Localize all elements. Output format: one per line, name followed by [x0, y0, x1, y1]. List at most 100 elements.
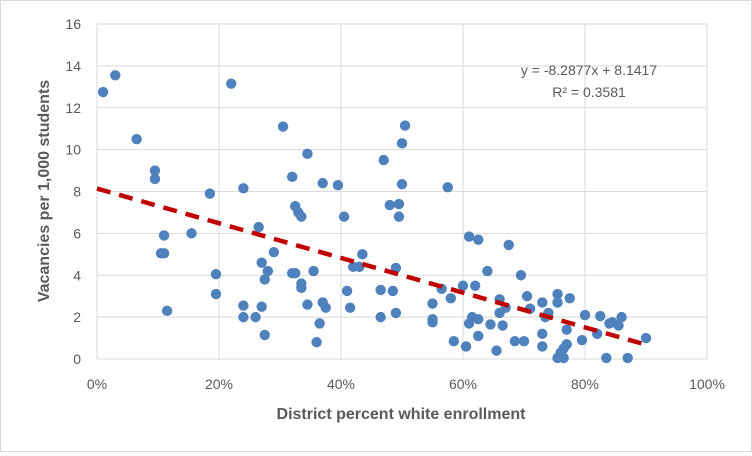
data-point — [204, 188, 216, 199]
data-point — [601, 352, 612, 364]
data-point — [287, 171, 298, 183]
data-point — [579, 309, 591, 321]
data-point — [256, 301, 267, 312]
y-axis-title: Vacancies per 1,000 students — [36, 80, 53, 302]
data-point — [470, 280, 481, 291]
data-point — [613, 320, 624, 331]
data-point — [427, 298, 438, 309]
data-point — [595, 310, 606, 322]
data-point — [161, 305, 173, 317]
data-point — [354, 261, 365, 273]
data-point — [497, 320, 508, 331]
y-tick-label: 0 — [73, 351, 81, 367]
y-tick-label: 8 — [73, 184, 81, 200]
data-point — [131, 133, 142, 145]
data-point — [396, 178, 408, 190]
trendline-group — [96, 186, 647, 347]
data-point — [341, 285, 353, 297]
trendline-equation: y = -8.2877x + 8.1417 — [521, 62, 657, 78]
y-tick-label: 14 — [65, 58, 81, 74]
data-point — [460, 341, 472, 352]
data-point — [564, 293, 575, 304]
data-point — [393, 211, 405, 222]
y-tick-label: 2 — [73, 309, 81, 325]
data-point — [110, 70, 121, 81]
data-point — [226, 78, 237, 89]
data-point — [387, 285, 399, 297]
data-point — [277, 121, 289, 132]
data-point — [296, 211, 307, 222]
data-point — [302, 299, 313, 310]
data-point — [384, 199, 395, 211]
data-point — [561, 339, 572, 350]
data-point — [259, 329, 270, 341]
gridlines — [96, 23, 708, 360]
data-point — [311, 337, 322, 348]
data-point — [253, 221, 264, 233]
data-point — [491, 345, 502, 356]
data-point — [149, 173, 161, 185]
data-point — [375, 311, 386, 323]
data-point — [290, 267, 301, 279]
data-point — [515, 270, 527, 281]
data-point — [445, 293, 456, 304]
data-point — [576, 334, 588, 346]
data-points — [97, 70, 652, 364]
data-point — [344, 302, 356, 313]
data-point — [537, 297, 548, 308]
data-point — [640, 332, 652, 344]
data-point — [616, 311, 627, 323]
data-point — [503, 239, 514, 251]
y-tick-label: 10 — [65, 142, 81, 158]
trendline — [96, 186, 647, 347]
data-point — [210, 269, 222, 280]
data-point — [320, 302, 331, 313]
y-tick-label: 12 — [65, 100, 81, 116]
data-point — [463, 231, 475, 242]
data-point — [396, 138, 408, 149]
y-tick-label: 4 — [73, 267, 81, 283]
data-point — [473, 314, 484, 325]
y-tick-label: 16 — [65, 16, 81, 32]
data-point — [390, 307, 402, 319]
data-point — [332, 180, 344, 191]
data-point — [210, 288, 222, 300]
data-point — [149, 165, 161, 176]
data-point — [250, 311, 261, 323]
data-point — [268, 247, 280, 258]
x-axis-title: District percent white enrollment — [277, 406, 527, 423]
data-point — [558, 352, 569, 364]
data-point — [238, 183, 249, 194]
data-point — [97, 86, 109, 98]
x-tick-label: 80% — [571, 376, 599, 392]
data-point — [537, 328, 548, 340]
r-squared-label: R² = 0.3581 — [552, 84, 626, 100]
x-tick-label: 60% — [449, 376, 477, 392]
data-point — [378, 154, 389, 166]
data-point — [338, 211, 350, 222]
y-axis-ticks: 0 2 4 6 8 10 12 14 16 — [65, 16, 81, 367]
data-point — [186, 228, 197, 239]
data-point — [262, 265, 273, 277]
data-point — [314, 318, 325, 329]
data-point — [399, 120, 411, 131]
data-point — [473, 330, 484, 342]
data-point — [521, 290, 533, 302]
data-point — [393, 198, 405, 210]
y-tick-label: 6 — [73, 225, 81, 241]
x-tick-label: 0% — [87, 376, 107, 392]
data-point — [158, 248, 170, 259]
data-point — [552, 297, 563, 308]
data-point — [482, 265, 493, 277]
data-point — [308, 265, 319, 277]
x-tick-label: 20% — [205, 376, 233, 392]
data-point — [473, 234, 484, 245]
data-point — [375, 284, 386, 296]
data-point — [448, 336, 460, 347]
x-tick-label: 100% — [689, 376, 725, 392]
data-point — [537, 341, 548, 352]
data-point — [238, 311, 249, 323]
data-point — [256, 257, 267, 268]
